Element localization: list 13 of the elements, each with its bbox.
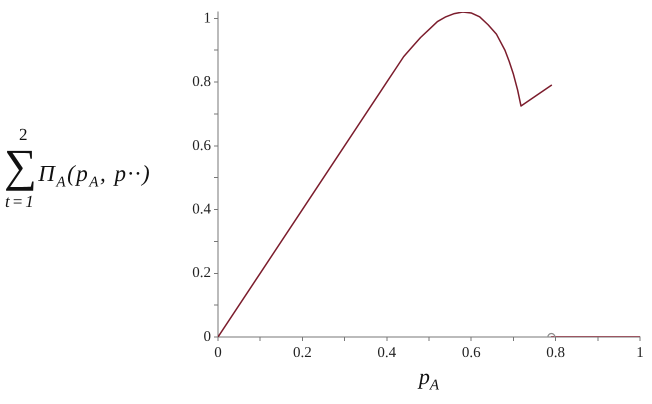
y-tick-label: 0	[204, 328, 211, 345]
y-tick-label: 0.4	[192, 201, 212, 218]
y-tick-label: 0.8	[192, 74, 211, 90]
y-tick-label: 1	[204, 10, 211, 26]
x-tick-label: 1	[636, 344, 644, 361]
x-axis-title: p$_{A}$	[418, 364, 440, 394]
y-tick-label: 0.2	[192, 265, 211, 282]
x-tick-label: 0.2	[293, 344, 312, 361]
x-tick-label: 0.8	[546, 344, 565, 361]
y-tick-label: 0.6	[192, 138, 212, 154]
x-tick-label: 0	[214, 344, 222, 361]
x-tick-label: 0.6	[462, 344, 482, 361]
x-tick-label: 0.4	[377, 344, 397, 361]
